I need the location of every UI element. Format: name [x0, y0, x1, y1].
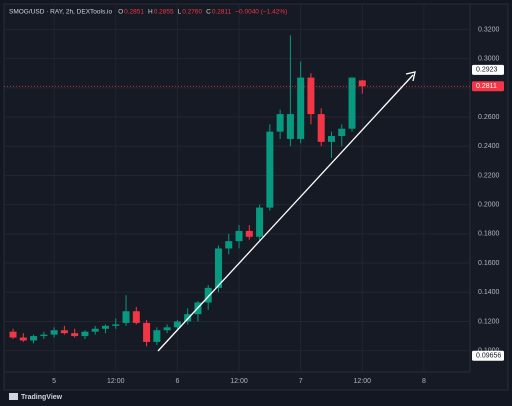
- price-marker-label: 0.2923: [476, 67, 498, 74]
- ohlc-value: 0.2811: [212, 9, 232, 16]
- candle-body: [19, 337, 27, 341]
- x-tick-label: 7: [299, 378, 303, 385]
- candle-body: [60, 330, 68, 334]
- y-tick-label: 0.2400: [478, 143, 500, 150]
- ohlc-key: O: [118, 9, 123, 16]
- candle-body: [245, 230, 253, 237]
- candle-body: [122, 311, 130, 323]
- candle-body: [317, 114, 325, 142]
- price-marker-box: [472, 64, 504, 75]
- x-tick-label: 12:00: [230, 378, 248, 385]
- chart-frame: [3, 3, 509, 391]
- candle-body: [266, 131, 274, 208]
- candle-body: [214, 248, 222, 288]
- y-tick-label: 0.2000: [478, 201, 500, 208]
- candle-body: [297, 77, 305, 139]
- candle-body: [71, 333, 79, 337]
- logo: [9, 393, 18, 400]
- candle-body: [358, 80, 366, 87]
- footer-brand: TradingView: [21, 394, 63, 401]
- price-marker-label: 0.2811: [476, 83, 497, 90]
- y-tick-label: 0.3200: [478, 26, 500, 33]
- candle-body: [204, 287, 212, 303]
- price-marker-box: [472, 350, 504, 361]
- candle-body: [40, 334, 48, 337]
- x-tick-label: 6: [175, 378, 179, 385]
- y-tick-label: 0.2200: [478, 172, 500, 179]
- ohlc-key: L: [178, 9, 182, 16]
- candle-body: [9, 331, 17, 338]
- ohlc-key: C: [206, 9, 211, 16]
- y-tick-label: 0.1400: [478, 289, 500, 296]
- candle-body: [101, 325, 109, 329]
- change: −0.0040 (−1.42%): [235, 9, 287, 16]
- candle-body: [286, 114, 294, 139]
- footer: TradingView: [9, 393, 63, 401]
- candle-body: [348, 77, 356, 129]
- header: SMOG/USD · RAY, 2h, DEXTools.io: [9, 9, 112, 16]
- candle-body: [173, 321, 181, 328]
- ohlc-value: 0.2855: [154, 9, 174, 16]
- candle-body: [81, 331, 89, 337]
- candle-body: [112, 324, 120, 326]
- candle-body: [338, 128, 346, 137]
- candle-body: [153, 330, 161, 342]
- grid: [4, 4, 470, 372]
- y-tick-label: 0.1200: [478, 318, 500, 325]
- candle-body: [143, 322, 151, 342]
- candle-body: [163, 327, 171, 331]
- candle-body: [184, 314, 192, 322]
- trend-arrow-head: [405, 71, 416, 82]
- x-tick-label: 5: [52, 378, 56, 385]
- candle-body: [307, 77, 315, 115]
- symbol: SMOG/USD · RAY, 2h, DEXTools.io: [9, 9, 112, 16]
- x-tick-label: 8: [422, 378, 426, 385]
- price-marker-label: 0.09656: [476, 353, 501, 360]
- candle-body: [235, 230, 243, 242]
- candles: [9, 35, 366, 347]
- candle-body: [30, 336, 38, 341]
- ohlc-value: 0.2851: [124, 9, 144, 16]
- ohlc-value: 0.2760: [182, 9, 202, 16]
- trend-line: [157, 74, 414, 352]
- y-tick-label: 0.1600: [478, 260, 500, 267]
- price-marker-box: [472, 81, 504, 92]
- y-tick-label: 0.1800: [478, 231, 500, 238]
- candle-body: [276, 114, 284, 132]
- candle-body: [327, 136, 335, 142]
- x-tick-label: 12:00: [107, 378, 125, 385]
- y-tick-label: 0.3000: [478, 55, 500, 62]
- candle-body: [132, 311, 140, 323]
- ohlc-key: H: [148, 9, 153, 16]
- y-tick-label: 0.2600: [478, 114, 500, 121]
- candle-body: [256, 207, 264, 237]
- x-tick-label: 12:00: [354, 378, 372, 385]
- candle-body: [50, 330, 58, 335]
- candle-body: [225, 241, 233, 249]
- candle-body: [91, 328, 99, 332]
- labels: 0.10000.12000.14000.16000.18000.20000.22…: [4, 26, 504, 385]
